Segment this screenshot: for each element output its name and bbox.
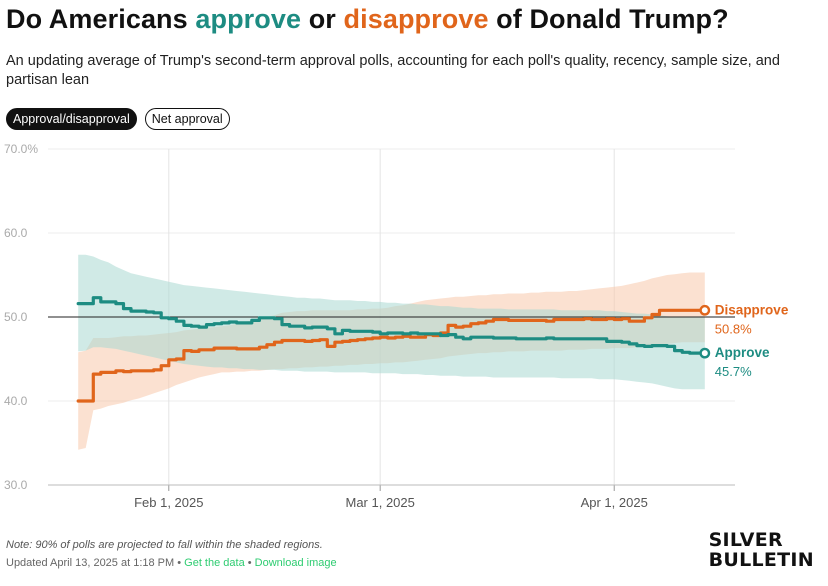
title-approve: approve (195, 4, 302, 34)
series-lines (76, 296, 711, 403)
get-data-link[interactable]: Get the data (184, 557, 245, 569)
y-tick-label: 70.0% (4, 142, 38, 156)
approve-value-label: 45.7% (715, 364, 752, 379)
view-toggle: Approval/disapproval Net approval (6, 108, 230, 130)
title-disapprove: disapprove (343, 4, 489, 34)
y-tick-label: 30.0 (4, 478, 28, 492)
page-title: Do Americans approve or disapprove of Do… (6, 4, 729, 35)
footnote: Note: 90% of polls are projected to fall… (6, 539, 323, 551)
x-tick-label: Mar 1, 2025 (345, 495, 414, 510)
approval-chart: 30.0 40.0 50.0 60.0 70.0% Feb 1, 2025 Mar 1, … (4, 142, 789, 510)
updated-line: Updated April 13, 2025 at 1:18 PM • Get … (6, 557, 337, 569)
confidence-bands (78, 254, 705, 450)
brand-line-2: BULLETIN (708, 549, 814, 571)
download-image-link[interactable]: Download image (254, 557, 337, 569)
title-pre: Do Americans (6, 4, 196, 34)
approve-band (78, 254, 705, 390)
disapprove-end-marker (699, 304, 711, 316)
title-mid: or (301, 4, 344, 34)
y-tick-label: 40.0 (4, 394, 28, 408)
approval-disapproval-toggle[interactable]: Approval/disapproval (6, 108, 137, 130)
approve-end-marker (699, 347, 711, 359)
updated-text: Updated April 13, 2025 at 1:18 PM • (6, 557, 185, 569)
approve-label: Approve (715, 345, 770, 360)
x-tick-label: Feb 1, 2025 (134, 495, 203, 510)
disapprove-value-label: 50.8% (715, 321, 752, 336)
end-labels: Disapprove 50.8% Approve 45.7% (715, 302, 789, 379)
y-axis-labels: 30.0 40.0 50.0 60.0 70.0% (4, 142, 38, 492)
y-tick-label: 60.0 (4, 226, 28, 240)
silver-bulletin-logo: SILVER BULLETIN (709, 530, 814, 570)
x-axis-labels: Feb 1, 2025 Mar 1, 2025 Apr 1, 2025 (134, 495, 648, 510)
approve-line (76, 296, 707, 355)
title-post: of Donald Trump? (488, 4, 729, 34)
separator: • (244, 557, 255, 569)
subtitle: An updating average of Trump's second-te… (6, 53, 780, 88)
net-approval-toggle[interactable]: Net approval (144, 108, 230, 130)
y-tick-label: 50.0 (4, 310, 28, 324)
disapprove-line (76, 308, 707, 403)
brand-line-1: SILVER (708, 529, 783, 551)
disapprove-label: Disapprove (715, 302, 789, 317)
x-tick-label: Apr 1, 2025 (581, 495, 648, 510)
